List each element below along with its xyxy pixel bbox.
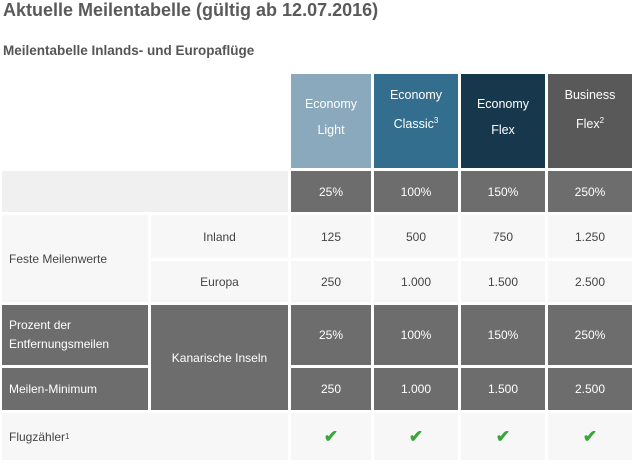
value-cell: 1.000 [374, 368, 458, 410]
inland-label: Inland [151, 215, 288, 258]
percent-cell: 250% [548, 171, 632, 212]
prozent-label: Prozent der Entfernungsmeilen [2, 305, 148, 365]
page-title: Aktuelle Meilentabelle (gültig ab 12.07.… [3, 0, 379, 20]
value-cell: 250 [291, 261, 371, 302]
percent-row-label [2, 171, 288, 212]
kanarische-inseln-label: Kanarische Inseln [151, 305, 288, 410]
value-cell: 100% [374, 305, 458, 365]
checkmark-icon: ✔ [323, 426, 339, 446]
flugzaehler-label: Flugzähler 1 [2, 413, 288, 460]
value-cell: 1.500 [461, 368, 545, 410]
value-cell: 250% [548, 305, 632, 365]
miles-table: Economy Light Economy Classic3 Economy Flex… [2, 74, 632, 460]
percent-cell: 150% [461, 171, 545, 212]
header-economy-classic: Economy Classic3 [374, 74, 458, 168]
value-cell: 125 [291, 215, 371, 258]
value-cell: 250 [291, 368, 371, 410]
value-cell: 25% [291, 305, 371, 365]
percent-cell: 25% [291, 171, 371, 212]
empty-header [2, 74, 288, 168]
value-cell: 1.000 [374, 261, 458, 302]
value-cell: 2.500 [548, 368, 632, 410]
header-business-flex: Business Flex2 [548, 74, 632, 168]
meilen-minimum-label: Meilen-Minimum [2, 368, 148, 410]
checkmark-icon: ✔ [408, 426, 424, 446]
checkmark-cell: ✔ [548, 413, 632, 460]
checkmark-cell: ✔ [461, 413, 545, 460]
section-title: Meilentabelle Inlands- und Europaflüge [3, 43, 255, 58]
value-cell: 1.250 [548, 215, 632, 258]
header-economy-flex: Economy Flex [461, 74, 545, 168]
header-economy-light: Economy Light [291, 74, 371, 168]
europa-label: Europa [151, 261, 288, 302]
value-cell: 2.500 [548, 261, 632, 302]
checkmark-cell: ✔ [374, 413, 458, 460]
value-cell: 750 [461, 215, 545, 258]
value-cell: 1.500 [461, 261, 545, 302]
checkmark-icon: ✔ [495, 426, 511, 446]
checkmark-icon: ✔ [582, 426, 598, 446]
feste-meilenwerte-label: Feste Meilenwerte [2, 215, 148, 302]
checkmark-cell: ✔ [291, 413, 371, 460]
percent-cell: 100% [374, 171, 458, 212]
value-cell: 150% [461, 305, 545, 365]
value-cell: 500 [374, 215, 458, 258]
